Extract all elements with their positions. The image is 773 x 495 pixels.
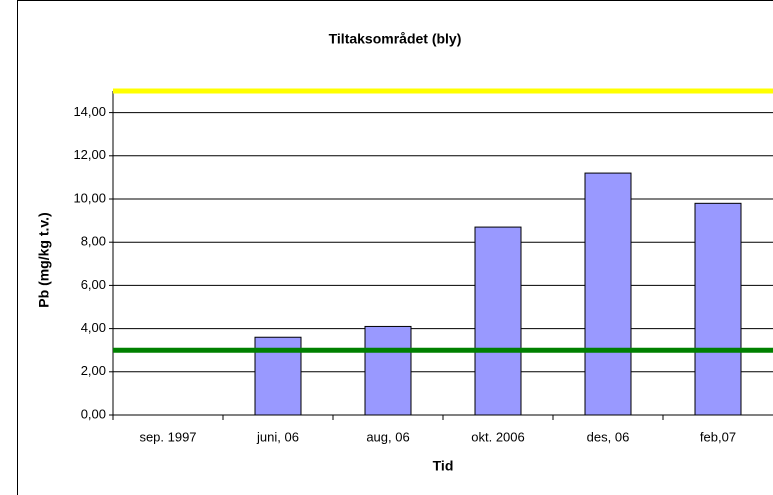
- chart-frame: [17, 0, 773, 495]
- x-tick-label: juni, 06: [256, 429, 299, 444]
- bar: [474, 226, 522, 416]
- y-tick-label: 10,00: [73, 190, 106, 205]
- x-tick-label: feb,07: [700, 429, 736, 444]
- chart-title: Tiltaksområdet (bly): [329, 31, 462, 47]
- bar: [694, 202, 742, 416]
- bar: [584, 172, 632, 416]
- x-tick-label: okt. 2006: [471, 429, 525, 444]
- y-axis-label: Pb (mg/kg t.v.): [36, 212, 52, 307]
- y-tick-label: 6,00: [81, 277, 106, 292]
- y-tick-label: 12,00: [73, 147, 106, 162]
- y-tick-label: 2,00: [81, 363, 106, 378]
- x-axis-label: Tid: [433, 458, 454, 474]
- y-tick-label: 4,00: [81, 320, 106, 335]
- x-tick-label: des, 06: [587, 429, 630, 444]
- bar: [364, 325, 412, 416]
- x-tick-label: sep. 1997: [139, 429, 196, 444]
- y-tick-label: 14,00: [73, 104, 106, 119]
- x-tick-label: aug, 06: [366, 429, 409, 444]
- y-tick-label: 0,00: [81, 406, 106, 421]
- y-tick-label: 8,00: [81, 234, 106, 249]
